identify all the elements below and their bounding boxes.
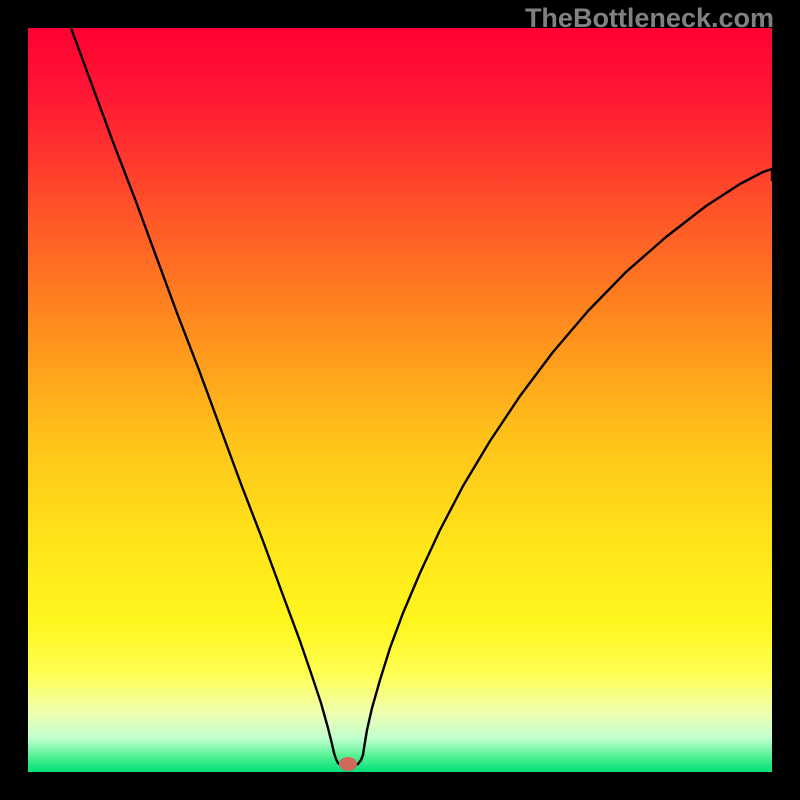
plot-svg [28,28,772,772]
curve-left-branch [71,28,364,766]
plot-area [28,28,772,772]
watermark-text: TheBottleneck.com [525,3,774,34]
minimum-marker [339,757,357,771]
curve-right-branch [364,169,772,748]
